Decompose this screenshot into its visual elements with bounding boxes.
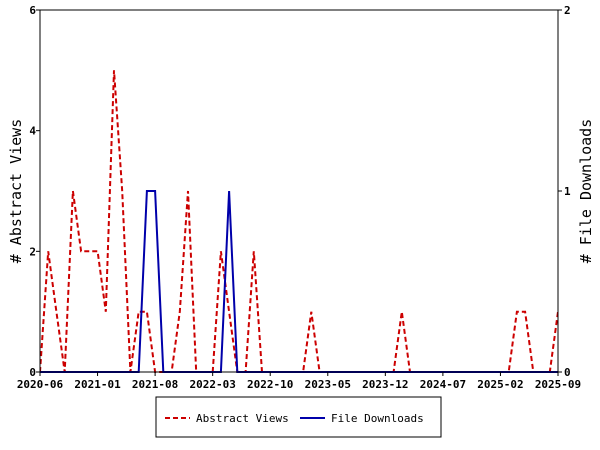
x-tick-label: 2021-01	[74, 378, 121, 391]
x-tick-label: 2025-09	[535, 378, 581, 391]
y-right-tick-label: 0	[564, 366, 571, 379]
series-line-abstract-views	[40, 70, 558, 373]
x-tick-label: 2022-10	[247, 378, 293, 391]
plot-area	[40, 10, 558, 372]
y-left-tick-label: 0	[29, 366, 36, 379]
x-tick-label: 2023-05	[305, 378, 351, 391]
x-tick-label: 2024-07	[420, 378, 466, 391]
axes-layer: 2020-06 2021-01 2021-08 2022-03 2022-10 2023-…	[17, 4, 581, 391]
legend: Abstract Views File Downloads	[155, 396, 442, 438]
y-axis-right-title: # File Downloads	[577, 119, 595, 264]
plot-background	[40, 10, 558, 372]
y-axis-left-title: # Abstract Views	[7, 119, 25, 264]
x-tick-label: 2023-12	[362, 378, 408, 391]
y-left-tick-label: 6	[29, 4, 36, 17]
x-tick-label: 2020-06	[17, 378, 64, 391]
x-tick-label: 2025-02	[477, 378, 523, 391]
legend-label-abstract-views: Abstract Views	[196, 412, 289, 425]
x-tick-label: 2022-03	[189, 378, 235, 391]
y-left-tick-label: 2	[29, 245, 36, 258]
y-left-tick-label: 4	[29, 125, 36, 138]
y-right-tick-label: 2	[564, 4, 571, 17]
legend-label-file-downloads: File Downloads	[331, 412, 424, 425]
legend-box	[155, 396, 442, 438]
y-right-tick-label: 1	[564, 185, 571, 198]
x-tick-label: 2021-08	[132, 378, 178, 391]
